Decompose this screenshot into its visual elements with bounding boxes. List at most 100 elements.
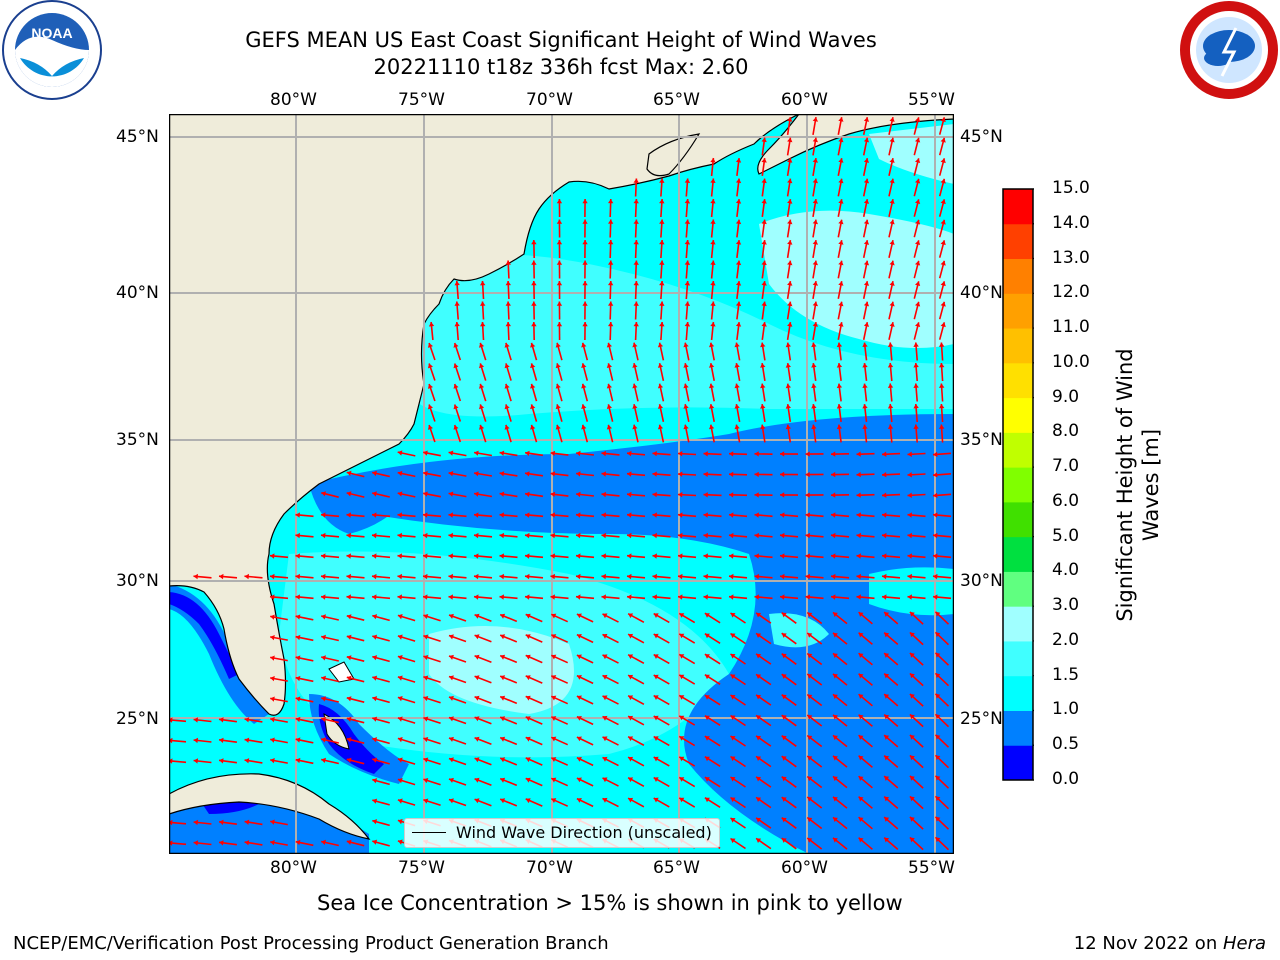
wind-arrow-head <box>576 471 581 477</box>
wind-arrow-head <box>423 778 429 784</box>
wind-arrow-head <box>704 674 710 680</box>
wind-arrow-head <box>270 737 275 743</box>
wind-arrow-head <box>193 819 199 826</box>
wind-arrow-head <box>887 363 894 368</box>
wind-arrow-head <box>423 675 429 681</box>
wind-arrow-head <box>474 757 480 763</box>
lon-label-bottom: 55°W <box>908 858 955 878</box>
wind-arrow-head <box>551 675 557 680</box>
wind-arrow-head <box>785 404 791 409</box>
wind-arrow-head <box>372 594 377 600</box>
wind-arrow-head <box>321 614 326 620</box>
colorbar-segment <box>1003 710 1033 746</box>
wind-arrow-head <box>935 816 941 822</box>
wind-arrow-head <box>683 404 689 409</box>
wind-arrow-head <box>833 673 838 679</box>
wind-arrow-head <box>913 383 919 388</box>
wind-arrow-head <box>863 137 870 143</box>
wind-arrow-head <box>710 322 716 327</box>
wind-arrow-head <box>244 717 250 723</box>
wind-arrow-head <box>704 797 710 803</box>
wind-arrow-head <box>805 532 810 539</box>
wind-arrow-head <box>397 757 403 763</box>
wind-arrow-head <box>601 450 606 457</box>
legend-line-icon <box>412 832 446 833</box>
wind-arrow-head <box>525 634 531 640</box>
colorbar-segment <box>1003 189 1033 225</box>
wind-arrow-head <box>397 798 403 804</box>
wind-arrow-head <box>831 594 836 600</box>
wind-arrow-head <box>525 450 530 456</box>
wind-arrow-head <box>606 424 612 430</box>
wind-arrow-head <box>730 736 736 741</box>
wind-arrow-head <box>653 695 659 700</box>
wind-arrow-head <box>652 553 657 559</box>
wind-arrow-head <box>602 797 608 803</box>
wind-arrow-head <box>933 573 938 580</box>
wind-arrow-head <box>679 736 685 741</box>
wind-arrow-head <box>889 199 895 204</box>
wind-arrow-head <box>939 424 945 429</box>
wind-arrow-head <box>730 654 736 659</box>
wind-arrow-head <box>531 301 537 306</box>
wind-arrow-head <box>295 757 301 764</box>
wind-arrow-head <box>729 553 734 559</box>
lon-label-top: 80°W <box>270 90 317 110</box>
wind-arrow-head <box>453 343 459 348</box>
wind-arrow-head <box>887 424 894 429</box>
wind-arrow-head <box>321 675 326 681</box>
wind-arrow-head <box>530 342 536 348</box>
wind-arrow-head <box>423 634 429 640</box>
wind-arrow-head <box>346 532 351 539</box>
wind-arrow-head <box>683 363 689 368</box>
wind-arrow-head <box>581 363 587 368</box>
wind-arrow-head <box>505 281 511 286</box>
wind-arrow-head <box>397 450 403 456</box>
wind-arrow-head <box>608 322 614 327</box>
wind-arrow-head <box>807 715 813 720</box>
wind-arrow-head <box>735 178 742 184</box>
wind-arrow-head <box>787 322 793 327</box>
wind-arrow-head <box>576 553 581 559</box>
wind-arrow-head <box>935 611 941 617</box>
wind-arrow-head <box>479 404 485 410</box>
wind-arrow-head <box>555 383 561 389</box>
wind-arrow-head <box>397 737 403 743</box>
colorbar-segment <box>1003 745 1033 781</box>
colorbar-segment <box>1003 293 1033 329</box>
wind-arrow-head <box>550 512 555 518</box>
wind-arrow-head <box>525 736 531 742</box>
wind-arrow-head <box>863 260 870 266</box>
wind-arrow-head <box>581 383 587 389</box>
wind-arrow-head <box>480 322 486 327</box>
wind-arrow-head <box>756 653 762 659</box>
wind-arrow-head <box>628 695 634 701</box>
wind-arrow-head <box>454 301 460 306</box>
wind-arrow-head <box>780 553 785 559</box>
wind-arrow-head <box>735 322 742 327</box>
wind-arrow-head <box>863 301 870 307</box>
wind-arrow-head <box>582 199 588 204</box>
wind-arrow-head <box>781 776 787 782</box>
legend-label: Wind Wave Direction (unscaled) <box>456 823 712 842</box>
wind-arrow-head <box>499 532 504 539</box>
wind-arrow-head <box>838 137 844 143</box>
wind-arrow-head <box>659 260 665 265</box>
wind-arrow-head <box>556 199 563 204</box>
wind-arrow-head <box>346 491 352 497</box>
wind-arrow-head <box>628 613 634 619</box>
wind-arrow-head <box>525 757 531 763</box>
wind-arrow-head <box>295 696 301 702</box>
wind-arrow-head <box>449 695 454 701</box>
wind-arrow-head <box>915 117 921 122</box>
wind-arrow-head <box>499 594 504 600</box>
wind-arrow-head <box>935 755 941 761</box>
wind-arrow-head <box>684 281 691 286</box>
wind-arrow-head <box>781 817 787 823</box>
wind-arrow-head <box>601 491 606 498</box>
colorbar-segment <box>1003 606 1033 642</box>
wind-arrow-head <box>838 301 844 307</box>
wind-arrow-head <box>372 696 378 702</box>
wind-arrow-head <box>346 594 351 600</box>
wind-arrow-head <box>730 695 736 700</box>
